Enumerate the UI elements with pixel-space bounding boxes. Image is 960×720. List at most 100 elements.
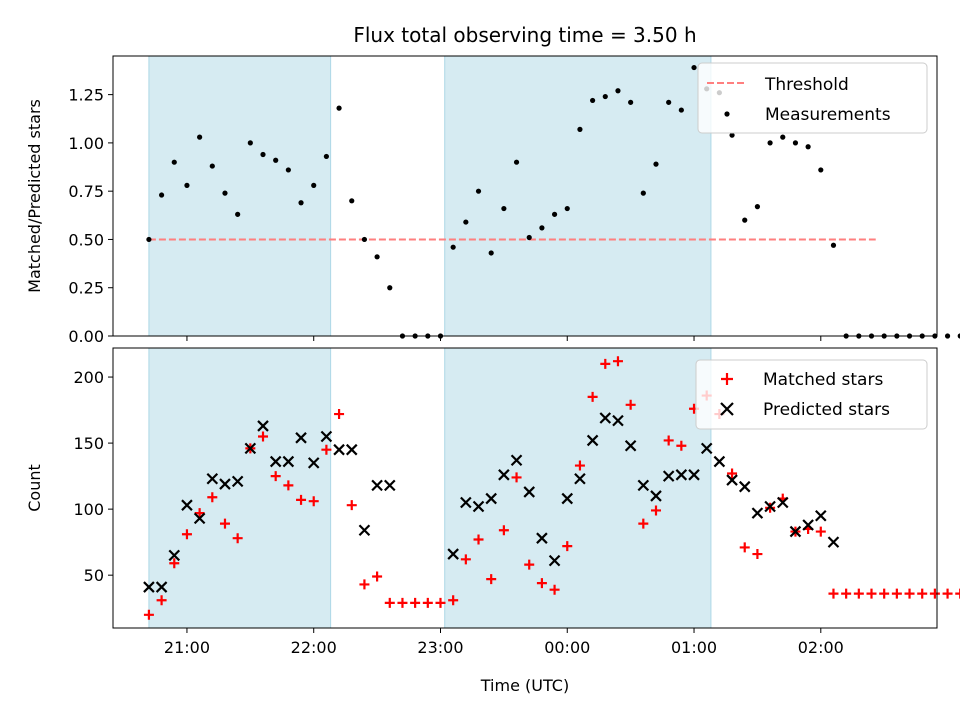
- legend-matched-swatch: [721, 373, 733, 385]
- measurement-point: [260, 151, 266, 158]
- predicted-star-marker: [675, 469, 688, 481]
- predicted-star-marker: [345, 443, 358, 456]
- measurement-point: [285, 167, 291, 173]
- predicted-star-marker: [650, 490, 662, 502]
- predicted-star-marker: [548, 554, 561, 567]
- matched-star-marker: [574, 460, 585, 471]
- measurement-point: [577, 126, 583, 132]
- matched-star-marker: [815, 526, 826, 537]
- matched-star-marker: [334, 409, 345, 420]
- predicted-star-marker: [143, 581, 155, 593]
- measurement-point: [590, 97, 596, 104]
- matched-star-marker: [929, 588, 940, 599]
- predicted-star-marker: [789, 525, 802, 538]
- legend-measurement-swatch: [724, 111, 730, 117]
- predicted-star-marker: [536, 532, 548, 544]
- matched-star-marker: [676, 440, 687, 451]
- measurement-point: [336, 105, 342, 111]
- measurement-point: [526, 234, 532, 241]
- matched-star-marker: [460, 554, 471, 565]
- y-tick-label: 100: [73, 500, 104, 519]
- measurement-point: [830, 242, 837, 248]
- predicted-star-marker: [320, 430, 333, 443]
- matched-star-marker: [486, 574, 497, 585]
- predicted-star-marker: [523, 486, 536, 498]
- matched-star-marker: [219, 518, 230, 529]
- predicted-star-marker: [460, 496, 472, 509]
- matched-star-marker: [853, 588, 864, 599]
- legend-box: [697, 62, 928, 134]
- predicted-star-marker: [599, 412, 612, 424]
- measurement-point: [488, 250, 494, 256]
- matched-star-marker: [536, 578, 547, 589]
- predicted-star-marker: [713, 455, 726, 468]
- measurement-point: [247, 140, 253, 146]
- legend-box: [695, 359, 928, 430]
- measurement-point: [513, 159, 520, 165]
- matched-star-marker: [296, 494, 307, 505]
- measurement-point: [678, 107, 684, 113]
- predicted-star-marker: [485, 492, 497, 505]
- top-panel-frame: [112, 55, 938, 337]
- predicted-star-marker: [295, 432, 307, 444]
- measurement-point: [957, 333, 960, 339]
- measurement-point: [691, 64, 697, 71]
- measurement-point: [666, 99, 672, 105]
- x-tick-label: 22:00: [291, 638, 337, 657]
- x-tick-label: 21:00: [164, 638, 210, 657]
- measurement-point: [564, 205, 570, 212]
- matched-star-marker: [828, 588, 839, 599]
- matched-star-marker: [169, 558, 180, 569]
- measurement-point: [197, 134, 203, 140]
- matched-star-marker: [359, 579, 370, 590]
- matched-star-marker: [435, 597, 446, 608]
- measurement-point: [387, 285, 393, 291]
- matched-star-marker: [524, 559, 535, 570]
- matched-star-marker: [181, 529, 192, 540]
- predicted-star-marker: [802, 519, 814, 531]
- predicted-star-marker: [586, 434, 599, 447]
- matched-star-marker: [410, 597, 421, 608]
- predicted-star-marker: [637, 479, 650, 492]
- predicted-star-marker: [751, 507, 764, 519]
- measurement-point: [767, 140, 773, 146]
- predicted-star-marker: [358, 524, 371, 537]
- matched-star-marker: [638, 518, 649, 529]
- predicted-star-marker: [612, 414, 624, 427]
- predicted-star-marker: [510, 454, 523, 467]
- matched-star-marker: [232, 533, 243, 544]
- measurement-point: [273, 157, 279, 163]
- measurement-point: [602, 93, 608, 100]
- measurement-point: [640, 190, 646, 196]
- predicted-star-marker: [700, 442, 713, 455]
- predicted-star-marker: [193, 512, 206, 525]
- top-legend: Threshold Measurements: [697, 62, 928, 134]
- matched-star-marker: [942, 588, 953, 599]
- matched-star-marker: [258, 431, 269, 442]
- measurement-point: [475, 188, 482, 194]
- matched-star-marker: [866, 588, 877, 599]
- measurement-point: [805, 144, 811, 150]
- predicted-star-marker: [776, 496, 789, 509]
- measurement-point: [628, 99, 634, 105]
- y-tick-label: 0.50: [68, 230, 104, 249]
- y-tick-label: 150: [73, 434, 104, 453]
- y-tick-label: 50: [84, 566, 104, 585]
- measurement-point: [323, 153, 329, 160]
- measurement-point: [171, 159, 177, 165]
- matched-star-marker: [207, 492, 218, 503]
- chart-title: Flux total observing time = 3.50 h: [353, 23, 696, 47]
- measurement-point: [361, 236, 368, 243]
- y-axis-label: Matched/Predicted stars: [25, 99, 44, 293]
- shaded-interval: [148, 348, 331, 628]
- y-tick-label: 0.75: [68, 182, 104, 201]
- matched-star-marker: [397, 597, 408, 608]
- measurement-point: [146, 236, 152, 243]
- bottom-panel-frame: [112, 347, 938, 629]
- legend-threshold-label: Threshold: [764, 75, 849, 95]
- measurement-point: [374, 254, 380, 260]
- predicted-star-marker: [168, 549, 181, 562]
- predicted-star-marker: [624, 439, 637, 452]
- predicted-star-marker: [371, 479, 383, 492]
